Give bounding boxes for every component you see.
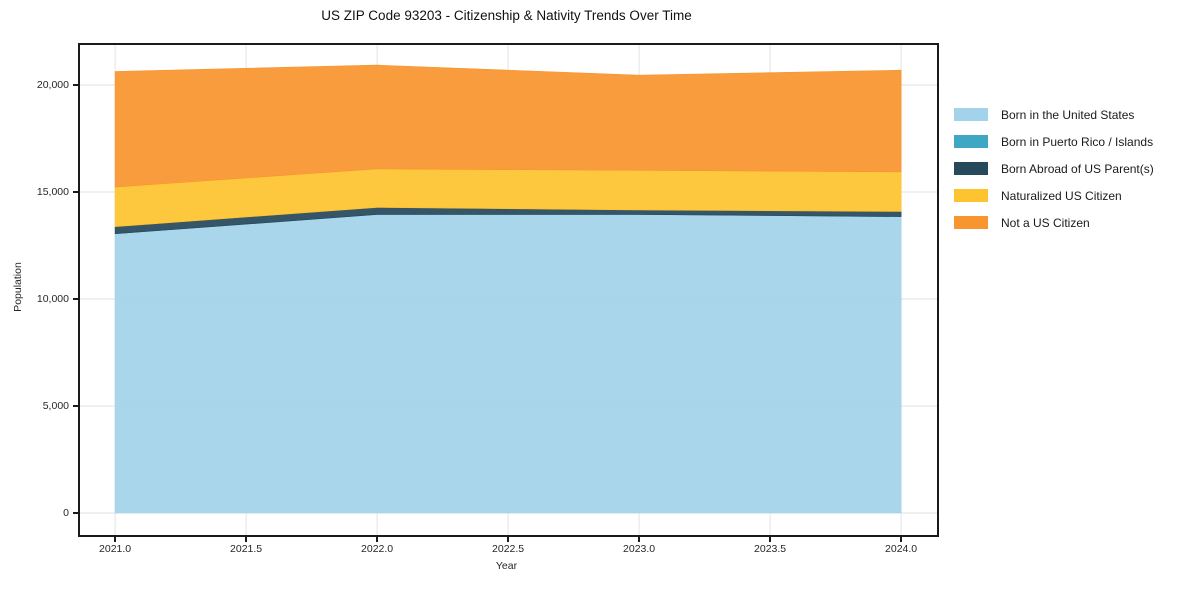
y-tick-mark <box>73 404 78 407</box>
legend: Born in the United States Born in Puerto … <box>954 101 1154 236</box>
x-tick-mark <box>507 537 510 542</box>
legend-label: Not a US Citizen <box>1001 215 1090 230</box>
legend-label: Born Abroad of US Parent(s) <box>1001 161 1154 176</box>
y-tick-mark <box>73 512 78 514</box>
legend-swatch <box>954 189 988 202</box>
x-tick-label: 2021.0 <box>99 543 132 555</box>
x-tick-label: 2024.0 <box>885 543 918 555</box>
legend-label: Born in Puerto Rico / Islands <box>1001 134 1154 149</box>
y-tick-label: 5,000 <box>42 399 69 412</box>
y-tick-mark <box>73 83 78 86</box>
x-tick-mark <box>376 537 379 542</box>
legend-swatch <box>954 108 988 121</box>
stacked-area-chart <box>80 45 937 535</box>
legend-label: Naturalized US Citizen <box>1001 188 1122 203</box>
y-tick-mark <box>73 190 78 193</box>
x-tick-label: 2021.5 <box>230 543 263 555</box>
plot-area <box>78 43 939 537</box>
chart-title: US ZIP Code 93203 - Citizenship & Nativi… <box>321 8 692 23</box>
legend-swatch <box>954 216 988 229</box>
y-tick-mark <box>73 297 78 300</box>
legend-item: Born in the United States <box>954 101 1154 128</box>
legend-label: Born in the United States <box>1001 107 1135 122</box>
y-tick-label: 20,000 <box>36 78 69 91</box>
legend-swatch <box>954 162 988 175</box>
x-tick-label: 2022.5 <box>492 543 525 555</box>
x-tick-label: 2023.0 <box>623 543 656 555</box>
y-tick-label: 0 <box>63 507 69 519</box>
x-axis-label: Year <box>495 560 518 572</box>
y-tick-label: 10,000 <box>36 292 69 305</box>
x-tick-mark <box>769 537 772 542</box>
x-tick-mark <box>900 537 903 542</box>
legend-item: Born Abroad of US Parent(s) <box>954 155 1154 182</box>
x-tick-label: 2023.5 <box>754 543 787 555</box>
area-series <box>114 214 902 514</box>
x-tick-mark <box>638 537 641 542</box>
legend-item: Naturalized US Citizen <box>954 182 1154 209</box>
legend-item: Born in Puerto Rico / Islands <box>954 128 1154 155</box>
area-series <box>114 64 902 188</box>
x-tick-mark <box>114 537 117 542</box>
legend-swatch <box>954 135 988 148</box>
y-axis-label: Population <box>12 262 24 312</box>
x-tick-label: 2022.0 <box>361 543 394 555</box>
x-tick-mark <box>245 537 248 542</box>
legend-item: Not a US Citizen <box>954 209 1154 236</box>
y-tick-label: 15,000 <box>36 185 69 198</box>
